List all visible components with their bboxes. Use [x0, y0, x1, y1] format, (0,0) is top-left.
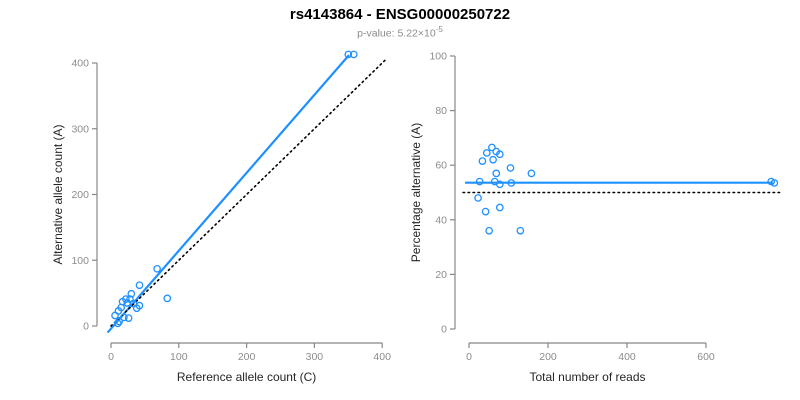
- y-axis-label: Percentage alternative (A): [409, 123, 423, 262]
- x-tick-label: 100: [170, 351, 188, 363]
- data-point: [344, 50, 353, 59]
- data-point: [495, 180, 504, 189]
- allele-counts-scatter: 0 100 200 300 400 Reference allele count (C) 0…: [51, 50, 391, 384]
- data-point: [478, 157, 487, 165]
- y-axis-label: Alternative allele count (A): [51, 124, 65, 264]
- data-point: [135, 281, 144, 290]
- x-tick-label: 400: [618, 351, 636, 363]
- y-tick-label: 100: [429, 51, 447, 63]
- data-point: [132, 304, 141, 313]
- data-point: [495, 150, 504, 159]
- data-point: [111, 311, 119, 320]
- x-tick-label: 600: [697, 351, 715, 363]
- data-point: [516, 226, 525, 235]
- data-point: [507, 179, 516, 187]
- identity-line: [110, 58, 387, 327]
- percentage-vs-reads-scatter: 0 200 400 600 Total number of reads 0 20 40 60 80…: [409, 51, 784, 384]
- y-tick-label: 0: [83, 321, 89, 333]
- data-point: [113, 319, 122, 328]
- p-value-exponent: -5: [435, 25, 443, 34]
- x-tick-label: 200: [238, 351, 256, 363]
- x-axis-label: Total number of reads: [529, 370, 645, 384]
- data-point: [349, 50, 358, 59]
- data-point: [475, 177, 484, 186]
- p-value-text: p-value: 5.22×10: [357, 27, 436, 40]
- x-tick-label: 0: [108, 351, 114, 363]
- x-axis-label: Reference allele count (C): [177, 370, 316, 384]
- data-point: [495, 203, 504, 212]
- y-tick-label: 400: [71, 58, 89, 70]
- data-point: [482, 149, 491, 157]
- data-point: [481, 207, 490, 216]
- data-point: [127, 289, 136, 298]
- data-point: [506, 164, 515, 172]
- data-point: [115, 317, 123, 326]
- data-point: [485, 226, 493, 235]
- figure-subtitle: p-value: 5.22×10-5: [0, 25, 800, 40]
- y-tick-label: 80: [435, 105, 447, 117]
- data-point: [527, 169, 536, 178]
- data-point: [474, 194, 482, 202]
- y-tick-label: 60: [435, 160, 447, 172]
- x-tick-label: 400: [373, 351, 391, 363]
- x-tick-label: 0: [466, 351, 472, 363]
- data-point: [153, 264, 161, 273]
- data-point: [489, 155, 497, 164]
- data-point: [492, 169, 501, 178]
- y-tick-label: 100: [71, 255, 89, 267]
- data-point: [124, 314, 133, 322]
- x-tick-label: 300: [306, 351, 324, 363]
- y-tick-label: 40: [435, 214, 447, 226]
- figure-title: rs4143864 - ENSG00000250722: [289, 6, 511, 23]
- y-tick-label: 200: [71, 189, 89, 201]
- data-point: [163, 294, 172, 303]
- data-point: [120, 313, 128, 322]
- fit-line: [106, 54, 350, 334]
- data-point: [488, 143, 496, 152]
- y-tick-label: 20: [435, 269, 447, 281]
- y-tick-label: 300: [71, 123, 89, 135]
- x-tick-label: 200: [539, 351, 557, 363]
- data-point: [770, 179, 779, 187]
- y-tick-label: 0: [441, 324, 447, 336]
